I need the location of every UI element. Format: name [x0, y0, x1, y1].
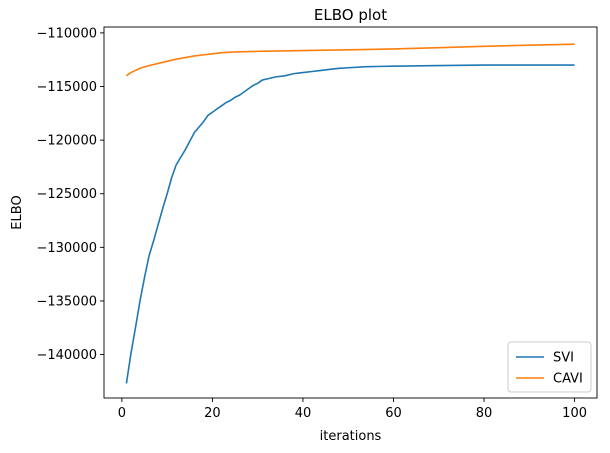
x-tick-label: 60: [385, 406, 402, 421]
x-tick-label: 0: [118, 406, 126, 421]
y-axis-label: ELBO: [10, 195, 25, 229]
y-tick-label: −115000: [36, 80, 97, 95]
series-line-svi: [125, 64, 575, 384]
x-axis-ticks: 0 20 40 60 80 100: [118, 398, 587, 421]
y-axis-ticks: −140000 −135000 −130000 −125000 −120000 −1150…: [36, 26, 104, 363]
chart-title: ELBO plot: [314, 6, 387, 24]
series-line-cavi: [125, 43, 575, 77]
legend-label-svi: SVI: [553, 351, 574, 366]
x-tick-label: 20: [204, 406, 221, 421]
x-axis-label: iterations: [320, 429, 382, 444]
x-tick-label: 100: [562, 406, 587, 421]
y-tick-label: −125000: [36, 187, 97, 202]
y-tick-label: −130000: [36, 241, 97, 256]
legend-box: [507, 341, 592, 393]
y-tick-label: −110000: [36, 26, 97, 41]
y-tick-label: −135000: [36, 294, 97, 309]
legend: SVI CAVI: [507, 341, 592, 393]
y-tick-label: −120000: [36, 134, 97, 149]
y-tick-label: −140000: [36, 348, 97, 363]
x-tick-label: 80: [476, 406, 493, 421]
series-layer: [125, 43, 575, 384]
axes-frame: [103, 26, 598, 399]
x-tick-label: 40: [295, 406, 312, 421]
legend-label-cavi: CAVI: [553, 372, 583, 387]
